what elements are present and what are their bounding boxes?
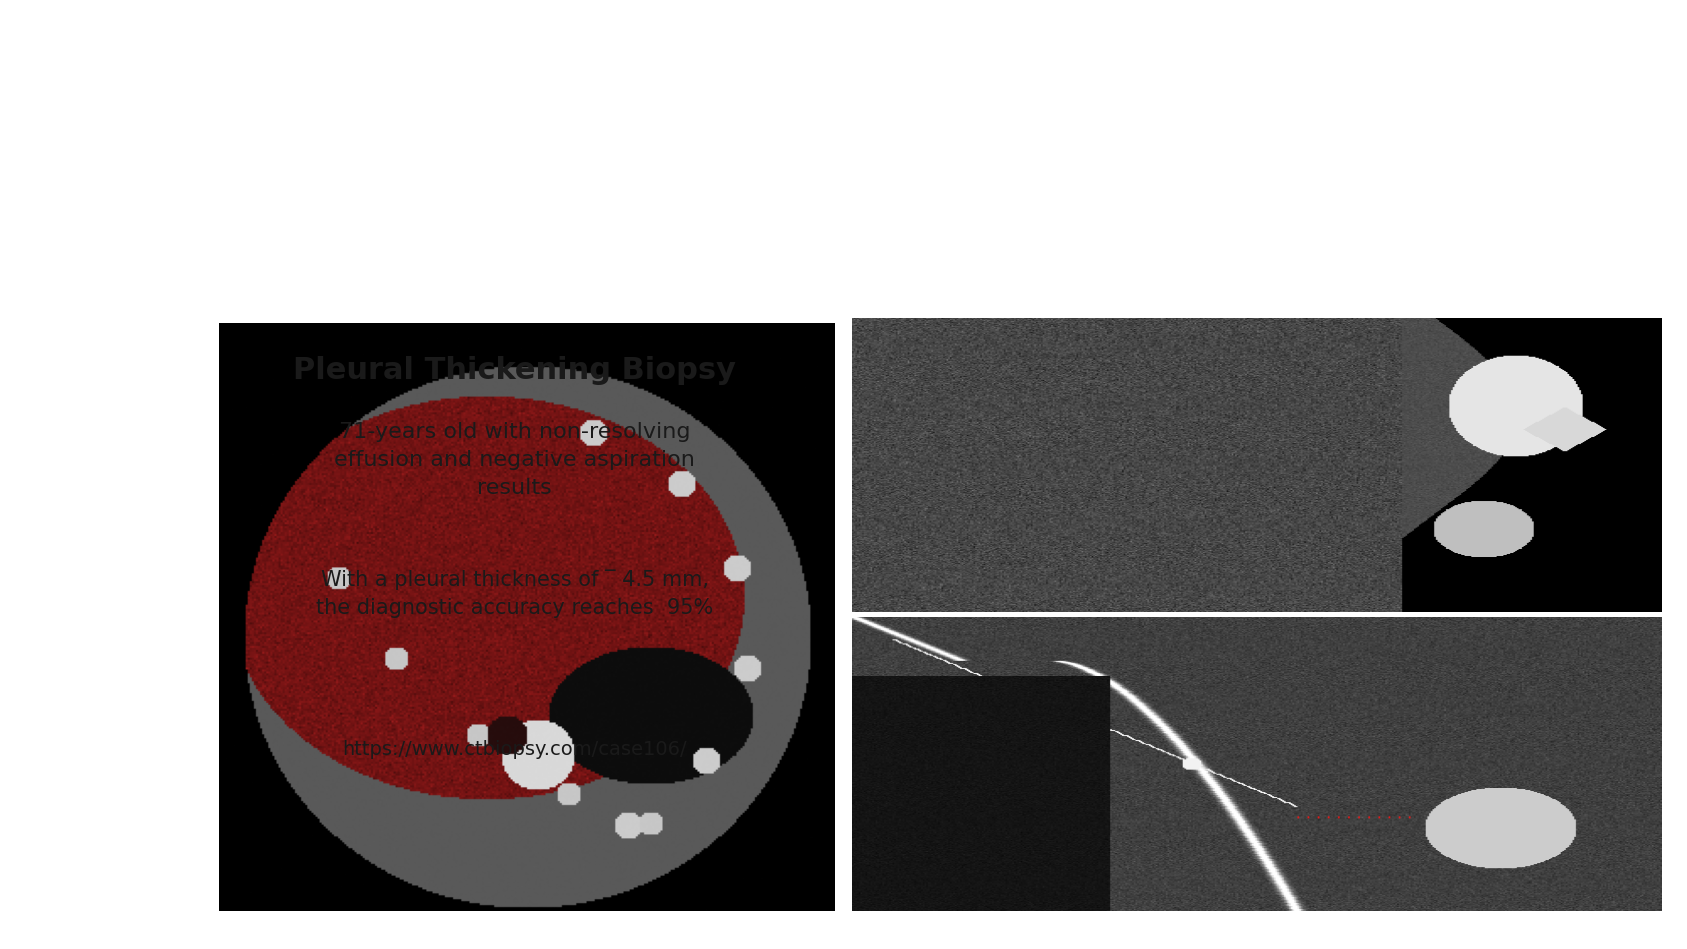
Text: With a pleural thickness of ‾ 4.5 mm,
the diagnostic accuracy reaches  95%: With a pleural thickness of ‾ 4.5 mm, th…	[315, 569, 714, 618]
Text: https://www.ctbiopsy.com/case106/: https://www.ctbiopsy.com/case106/	[342, 740, 687, 759]
Text: Pleural Thickening Biopsy: Pleural Thickening Biopsy	[294, 356, 736, 385]
Text: 71-years old with non-resolving
effusion and negative aspiration
results: 71-years old with non-resolving effusion…	[334, 422, 695, 498]
